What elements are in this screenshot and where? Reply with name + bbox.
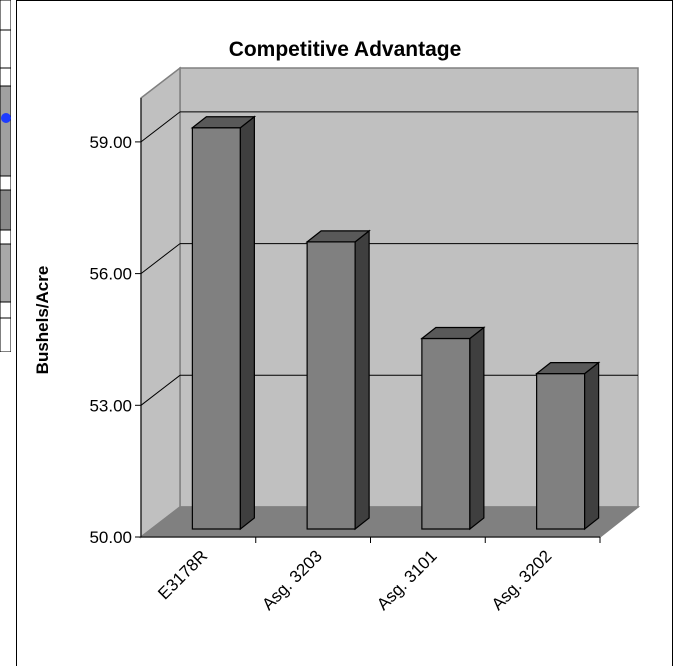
bar [534,361,601,531]
chart-side-wall [140,66,181,539]
x-category-label: Asg. 3202 [488,546,556,614]
x-category-labels: E3178R Asg. 3203 Asg. 3101 Asg. 3202 [154,546,555,614]
bar [190,115,257,531]
bar-top [305,230,371,243]
y-axis-label: Bushels/Acre [33,266,52,375]
y-tick-label: 50.00 [89,528,132,547]
bar [420,326,486,531]
bars [190,115,601,531]
y-tick-labels: 50.00 53.00 56.00 59.00 [89,133,132,547]
bar-side [354,229,370,531]
chart-title: Competitive Advantage [229,38,462,61]
x-category-label: E3178R [154,546,211,603]
y-tick-label: 59.00 [89,133,132,152]
y-tick-label: 56.00 [89,265,132,284]
x-category-label: Asg. 3203 [258,546,326,614]
bar-side [469,326,485,531]
chart-frame [16,0,673,666]
bar-front [306,241,356,530]
x-category-label: Asg. 3101 [373,546,441,614]
bar-top [420,326,486,340]
bar-top [190,116,257,129]
side-gridline [140,111,181,143]
bar [305,229,371,531]
bar-front [191,127,241,530]
y-tick-label: 53.00 [89,396,132,415]
side-gridline [140,243,181,274]
side-gridline [140,374,181,406]
bar-front [536,372,586,530]
bar-side [584,361,600,531]
bar-side [239,115,255,531]
bar-top [534,361,601,375]
axes [135,98,601,543]
bar-front [421,337,471,530]
left-edge-fragment [0,0,11,352]
